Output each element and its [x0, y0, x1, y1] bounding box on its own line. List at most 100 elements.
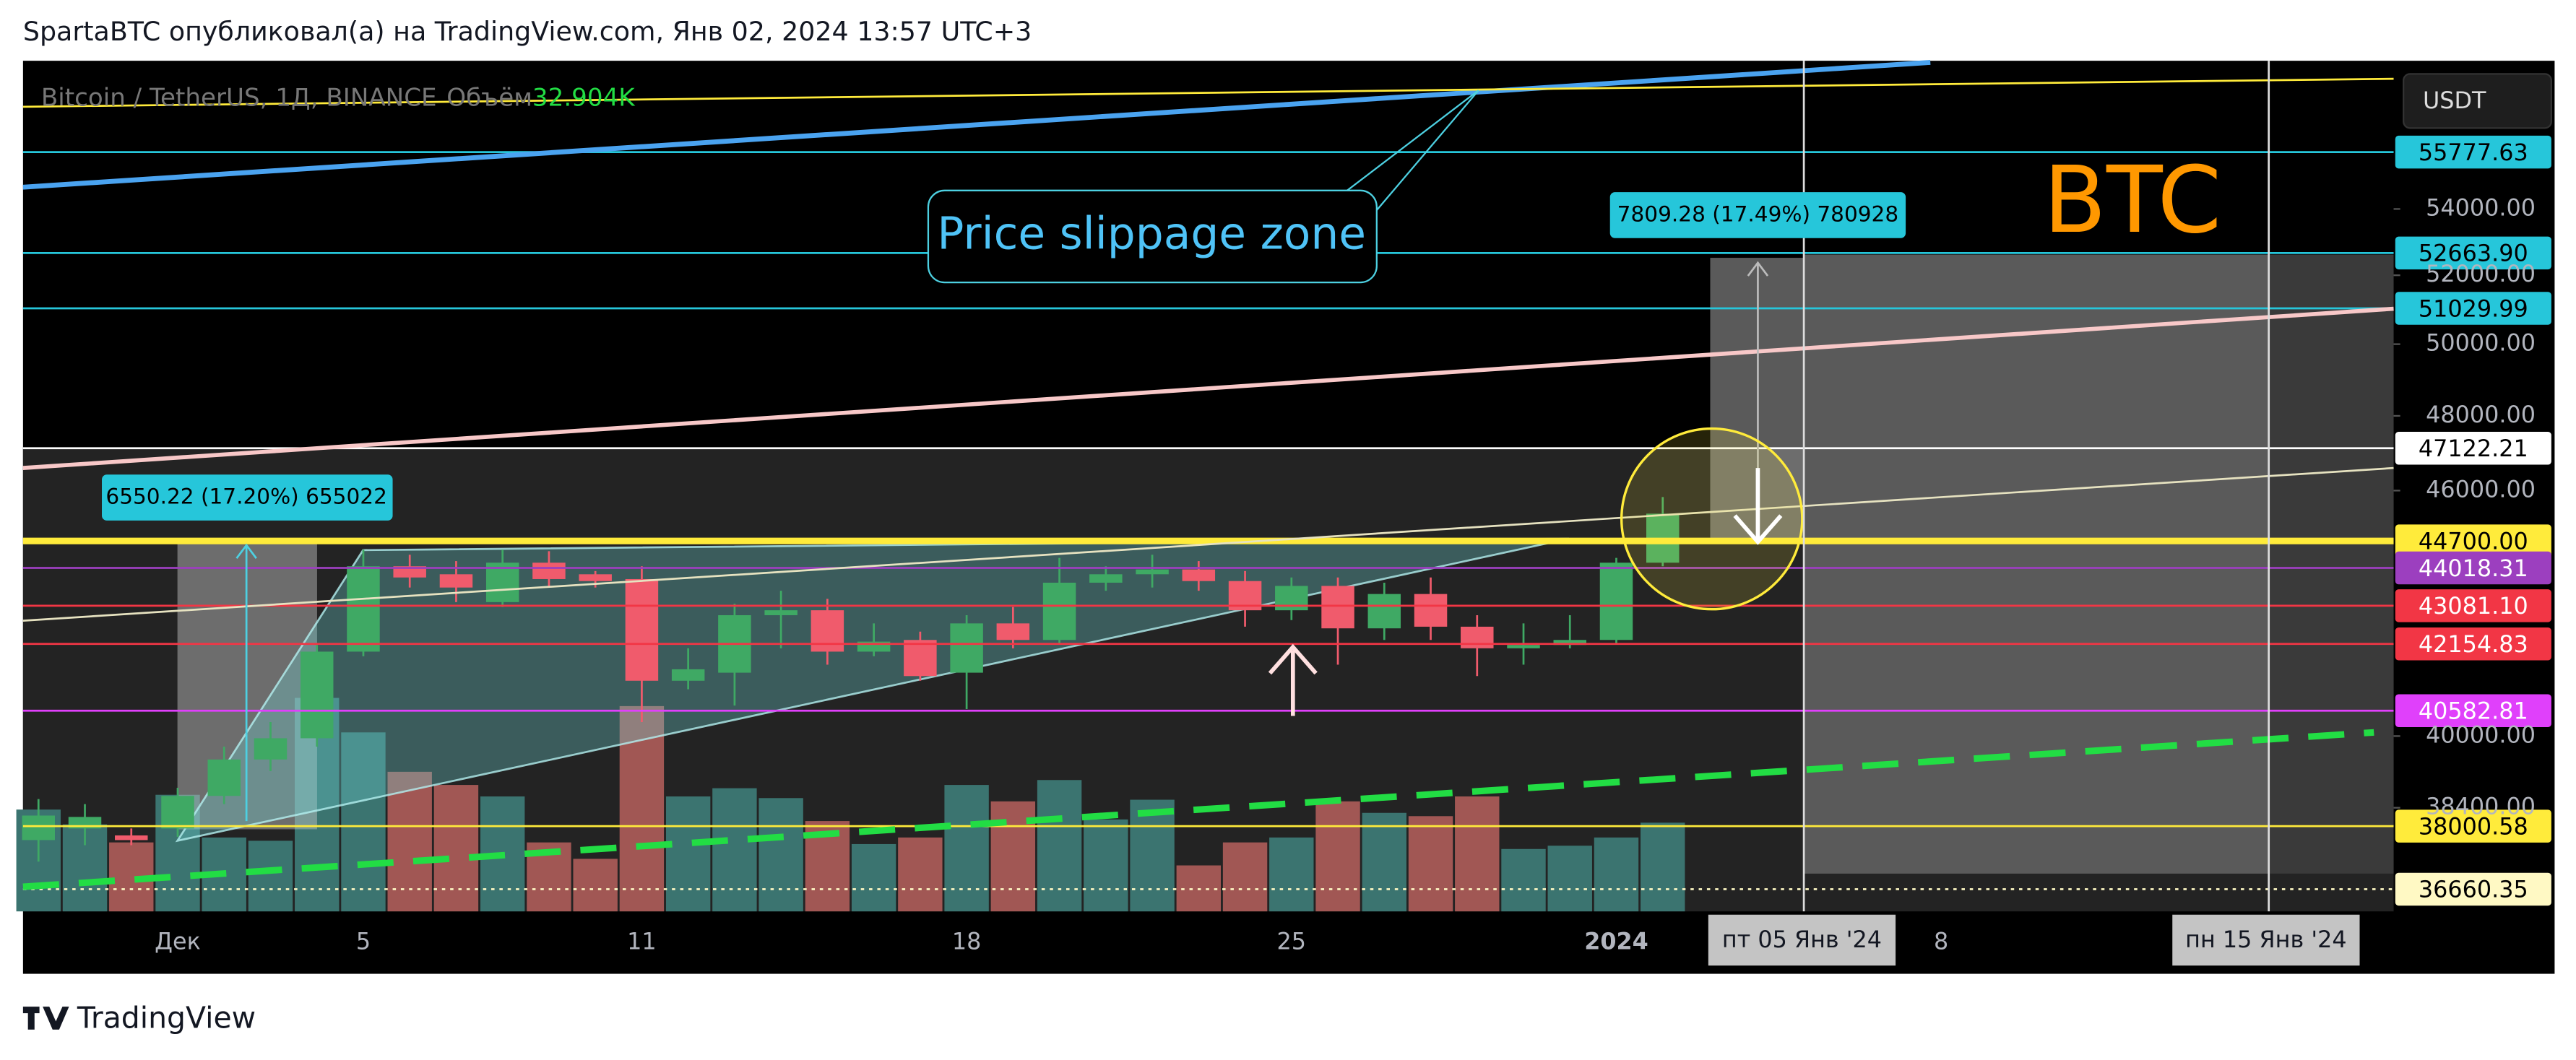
- y-tick-label: 50000.00: [2426, 329, 2536, 357]
- brand: TradingView: [77, 1000, 256, 1035]
- projection-zone: [2268, 254, 2394, 874]
- volume-bar: [1037, 780, 1082, 912]
- candle-body: [393, 566, 426, 578]
- marker-label: пт 05 Янв '24: [1722, 926, 1882, 953]
- candle-body: [764, 610, 798, 615]
- symbol-label: BTC: [2044, 147, 2222, 254]
- volume-bar: [1084, 819, 1128, 912]
- level-label-box: [2395, 872, 2551, 906]
- level-label: 47122.21: [2419, 435, 2528, 462]
- candle-body: [1414, 594, 1448, 627]
- candle-body: [904, 640, 937, 677]
- y-tick-label: 54000.00: [2426, 194, 2536, 221]
- trend-line: [22, 306, 2394, 470]
- volume-bar: [1362, 812, 1406, 912]
- x-tick-label: 2024: [1584, 927, 1648, 955]
- level-label-box: [2395, 589, 2551, 622]
- level-label-box: [2395, 236, 2551, 270]
- level-label-box: [2395, 551, 2551, 585]
- level-layer: 55777.63 52663.90 51029.99 47122.21 44700.00…: [22, 135, 2551, 906]
- candle-body: [811, 610, 844, 652]
- volume-bar: [1269, 837, 1314, 912]
- level-label-box: [2395, 432, 2551, 465]
- volume-bar: [851, 843, 896, 912]
- level-label: 43081.10: [2419, 592, 2528, 620]
- arrow-up: [1268, 643, 1318, 675]
- volume-bar: [1315, 801, 1360, 912]
- candle-body: [1182, 569, 1216, 581]
- candle-body: [1461, 626, 1494, 648]
- candle-body: [579, 574, 612, 581]
- measure-arrow: [235, 543, 257, 560]
- candle-body: [115, 835, 148, 840]
- volume-bar: [573, 859, 618, 912]
- volume-bar: [1455, 796, 1500, 912]
- volume-bar: [712, 788, 757, 912]
- highlight-circle: [1620, 427, 1804, 611]
- y-tick-label: 48000.00: [2426, 401, 2536, 428]
- candle-body: [161, 796, 194, 829]
- x-tick-label: Дек: [155, 927, 201, 955]
- candle-body: [1367, 594, 1401, 629]
- volume-bar: [898, 837, 943, 912]
- measure-label: 7809.28 (17.49%) 780928: [1617, 201, 1898, 226]
- marker-label: пн 15 Янв '24: [2185, 926, 2346, 953]
- y-tick-label: 46000.00: [2426, 475, 2536, 503]
- legend-title: Bitcoin / TetherUS, 1Д, BINANCE: [41, 83, 437, 112]
- x-tick-label: 11: [627, 927, 657, 955]
- candle-body: [1553, 640, 1586, 646]
- callout-text: Price slippage zone: [937, 209, 1366, 260]
- candle-body: [671, 669, 705, 681]
- volume-bar: [248, 840, 293, 912]
- legend-volume-value: 32.904K: [532, 83, 636, 112]
- level-label: 55777.63: [2419, 139, 2528, 166]
- volume-bar: [433, 785, 479, 912]
- volume-bar: [1130, 799, 1175, 912]
- level-label: 44018.31: [2419, 555, 2528, 582]
- candle-body: [1507, 645, 1540, 648]
- candle-body: [532, 562, 566, 579]
- level-label: 42154.83: [2419, 630, 2528, 658]
- measure-arrow: [1747, 261, 1769, 277]
- volume-bar: [1641, 822, 1685, 912]
- x-tick-label: 18: [952, 927, 982, 955]
- candle-body: [22, 815, 56, 840]
- callout-pointer: [1375, 90, 1479, 211]
- candle-body: [439, 574, 473, 588]
- candle-body: [254, 738, 288, 760]
- marker-label-box: [1708, 914, 1896, 966]
- trend-line: [22, 466, 2394, 622]
- candle-body: [996, 623, 1030, 640]
- candle-body: [1321, 586, 1354, 629]
- level-label: 52663.90: [2419, 240, 2528, 267]
- header: SpartaBTC опубликовал(а) на TradingView.…: [23, 16, 1032, 47]
- y-tick-label: 38400.00: [2426, 793, 2536, 820]
- currency-button[interactable]: [2403, 73, 2553, 129]
- volume-bar: [1222, 842, 1268, 912]
- volume-bar: [1408, 816, 1453, 912]
- wedge: [175, 537, 1570, 843]
- brand-logo: [22, 1007, 69, 1030]
- level-label: 40582.81: [2419, 697, 2528, 724]
- legend-volume-name: Объём: [446, 83, 532, 112]
- currency-label[interactable]: USDT: [2423, 87, 2486, 114]
- x-tick-label: 5: [356, 927, 371, 955]
- volume-bar: [1594, 837, 1639, 912]
- trend-line: [22, 60, 1931, 190]
- level-label-box: [2395, 627, 2551, 661]
- level-label-box: [2395, 809, 2551, 843]
- legend: Bitcoin / TetherUS, 1Д, BINANCE Объём32.9…: [41, 83, 636, 112]
- volume-bar: [758, 798, 803, 912]
- level-label-box: [2395, 524, 2551, 557]
- trend-line: [22, 77, 2394, 108]
- candle-body: [485, 562, 519, 602]
- candle-body: [207, 759, 241, 796]
- candle-body: [1089, 574, 1123, 583]
- level-label: 36660.35: [2419, 876, 2528, 903]
- callout-pointer: [1347, 90, 1479, 191]
- volume-layer: [16, 698, 1685, 912]
- arrow-down: [1733, 514, 1783, 545]
- volume-bar: [1501, 848, 1546, 912]
